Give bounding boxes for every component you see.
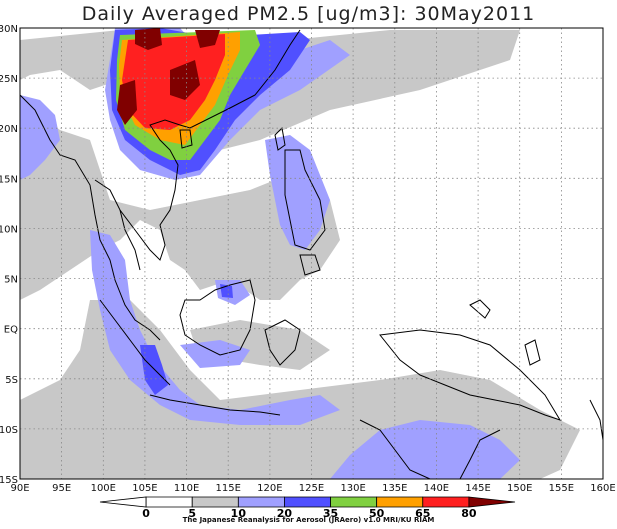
colorbar-label-50: 50 [369, 507, 385, 520]
colorbar-segment [422, 496, 470, 508]
lat-label-10S: 10S [0, 425, 18, 436]
lon-label-95E: 95E [52, 483, 71, 494]
colorbar-label-10: 10 [231, 507, 247, 520]
lon-label-125E: 125E [299, 483, 324, 494]
longitude-labels: 90E 95E 100E 105E 110E 115E 120E 125E 130E 135E 14… [10, 483, 615, 494]
lat-label-30N: 30N [0, 24, 18, 35]
lon-label-115E: 115E [216, 483, 241, 494]
lon-label-155E: 155E [549, 483, 574, 494]
lon-label-110E: 110E [174, 483, 199, 494]
colorbar-segment [468, 496, 516, 508]
colorbar: 0 5 10 20 35 50 65 80 [99, 496, 516, 520]
colorbar-label-80: 80 [461, 507, 477, 520]
lat-label-10N: 10N [0, 224, 18, 235]
lat-label-15N: 15N [0, 174, 18, 185]
colorbar-label-65: 65 [415, 507, 430, 520]
lon-label-90E: 90E [10, 483, 29, 494]
coastlines [20, 29, 603, 479]
colorbar-label-20: 20 [277, 507, 293, 520]
lat-label-20N: 20N [0, 124, 18, 135]
lon-label-130E: 130E [340, 483, 365, 494]
colorbar-segment [330, 496, 378, 508]
lon-label-100E: 100E [91, 483, 116, 494]
colorbar-segment [99, 496, 147, 508]
colorbar-label-35: 35 [323, 507, 338, 520]
graticule [20, 28, 603, 479]
lon-label-140E: 140E [424, 483, 449, 494]
lon-label-105E: 105E [132, 483, 157, 494]
lat-label-5S: 5S [5, 375, 18, 386]
colorbar-label-0: 0 [142, 507, 150, 520]
latitude-labels: 30N 25N 20N 15N 10N 5N EQ 5S 10S 15S [0, 24, 18, 486]
lon-label-135E: 135E [382, 483, 407, 494]
map-title: Daily Averaged PM2.5 [ug/m3]: 30May2011 [81, 3, 536, 25]
lat-label-15S: 15S [0, 475, 18, 486]
lon-label-160E: 160E [590, 483, 615, 494]
colorbar-segment [145, 496, 193, 508]
lon-label-150E: 150E [507, 483, 532, 494]
colorbar-label-5: 5 [188, 507, 196, 520]
colorbar-segment [376, 496, 424, 508]
colorbar-segment [191, 496, 239, 508]
lat-label-EQ: EQ [4, 325, 18, 336]
plot-frame [19, 27, 604, 480]
lat-label-25N: 25N [0, 74, 18, 85]
credit-line: The Japanese Reanalysis for Aerosol (JRA… [182, 516, 435, 524]
colorbar-segment [284, 496, 331, 508]
lon-label-120E: 120E [257, 483, 282, 494]
lat-label-5N: 5N [4, 275, 18, 286]
lon-label-145E: 145E [465, 483, 490, 494]
colorbar-segment [237, 496, 285, 508]
